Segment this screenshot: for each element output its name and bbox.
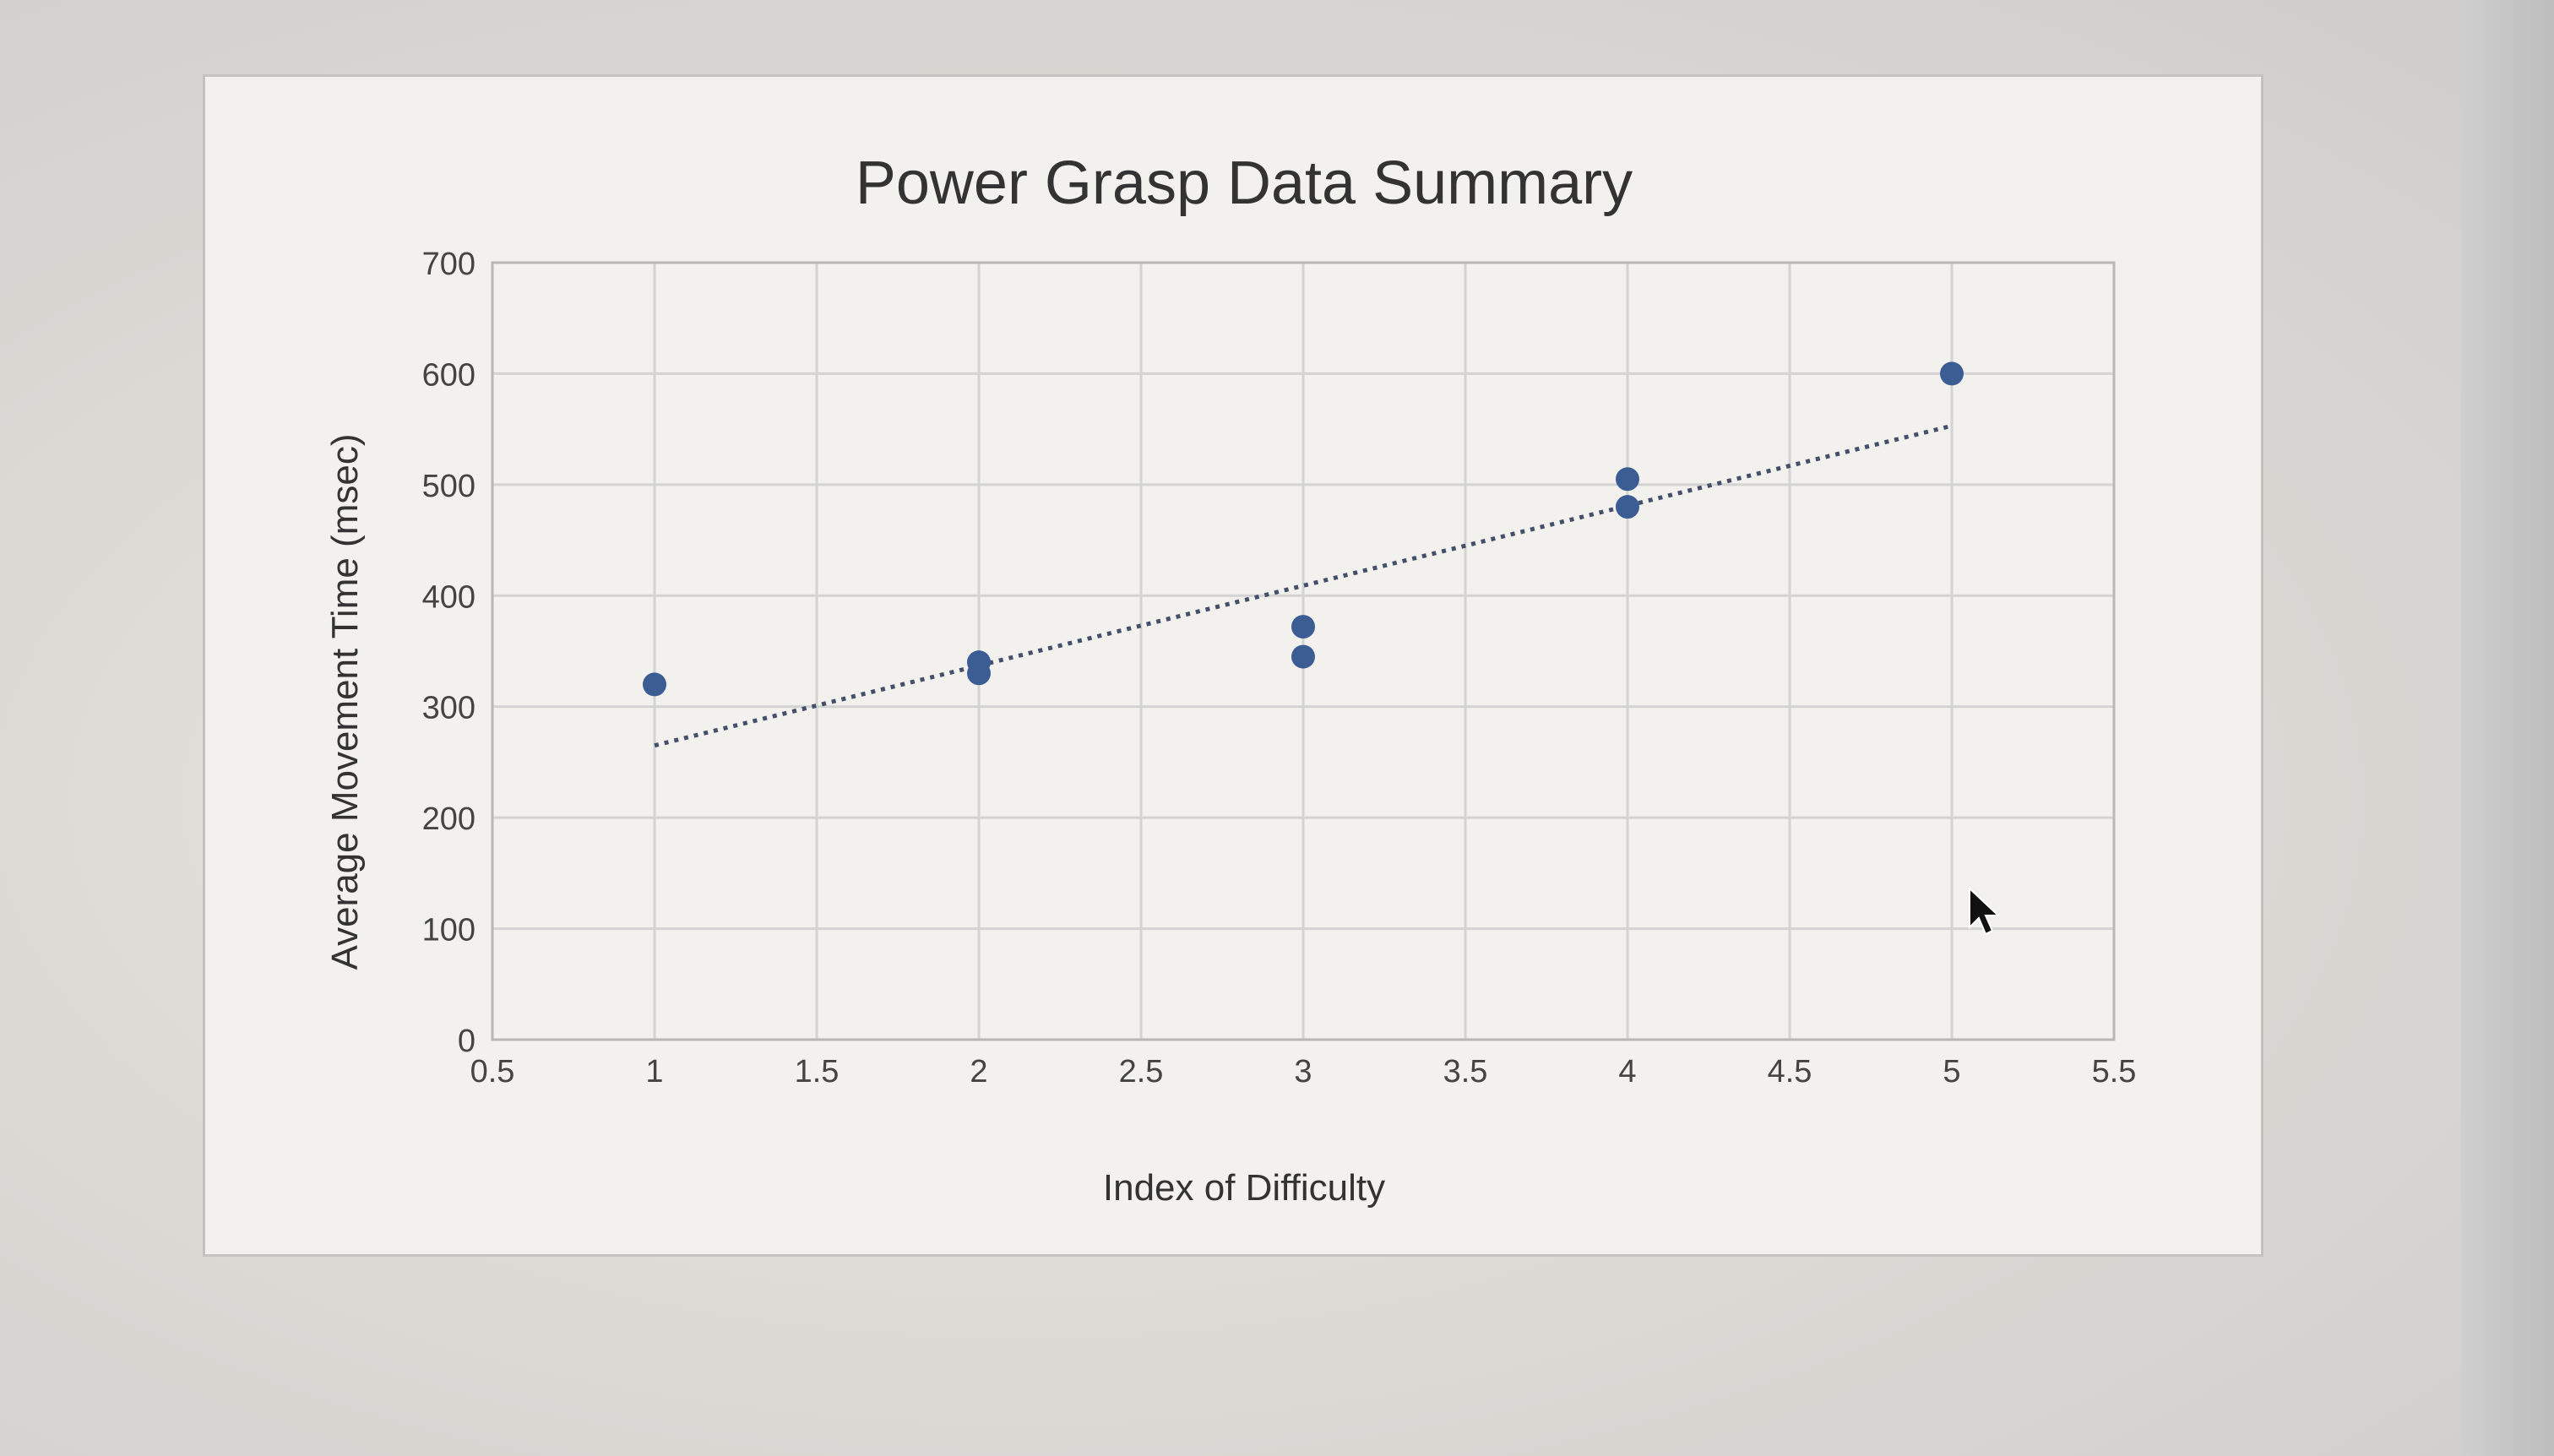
data-point	[643, 672, 666, 697]
data-point	[967, 650, 991, 675]
mouse-cursor-icon	[1969, 887, 2001, 936]
x-tick-label: 2.5	[1119, 1054, 1164, 1089]
y-axis-title: Average Movement Time (msec)	[324, 434, 366, 970]
plot-area-border	[491, 261, 2116, 1041]
data-point	[1616, 467, 1639, 492]
monitor-bezel	[2461, 0, 2554, 1456]
x-tick-label: 5	[1943, 1054, 1960, 1089]
x-tick-labels: 0.5 1 1.5 2 2.5 3 3.5 4 4.5 5 5.5	[470, 1054, 2137, 1089]
y-tick-label: 100	[422, 913, 475, 948]
data-point	[1616, 495, 1639, 519]
x-tick-label: 1	[645, 1054, 663, 1089]
chart-frame: Power Grasp Data Summary 0.5 1 1.5 2 2.5 3 3.5…	[203, 74, 2263, 1257]
x-tick-label: 2	[970, 1054, 987, 1089]
x-tick-label: 3	[1294, 1054, 1312, 1089]
y-tick-label: 0	[458, 1024, 475, 1059]
y-tick-label: 400	[422, 579, 475, 615]
y-tick-label: 200	[422, 801, 475, 837]
data-points	[643, 361, 1964, 697]
x-tick-label: 3.5	[1443, 1054, 1488, 1089]
x-tick-label: 4.5	[1768, 1054, 1812, 1089]
y-tick-label: 300	[422, 691, 475, 726]
data-point	[1291, 644, 1315, 669]
y-tick-label: 700	[422, 247, 475, 282]
y-tick-label: 500	[422, 469, 475, 504]
data-point	[1940, 361, 1964, 386]
x-tick-label: 0.5	[470, 1054, 515, 1089]
grid	[491, 261, 2116, 1041]
data-point	[1291, 615, 1315, 639]
x-tick-label: 4	[1618, 1054, 1636, 1089]
scatter-chart: Power Grasp Data Summary 0.5 1 1.5 2 2.5 3 3.5…	[324, 149, 2137, 1209]
y-tick-label: 600	[422, 357, 475, 393]
y-tick-labels: 0 100 200 300 400 500 600 700	[422, 247, 475, 1059]
x-tick-label: 5.5	[2092, 1054, 2137, 1089]
x-axis-title: Index of Difficulty	[1103, 1167, 1385, 1209]
x-tick-label: 1.5	[795, 1054, 840, 1089]
chart-title: Power Grasp Data Summary	[856, 149, 1633, 217]
